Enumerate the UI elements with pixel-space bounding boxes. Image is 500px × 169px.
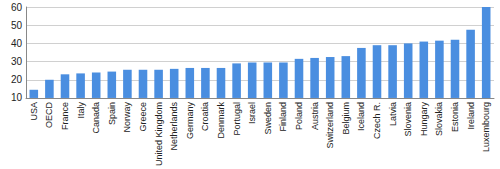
svg-text:Croatia: Croatia bbox=[200, 102, 210, 131]
svg-text:Sweden: Sweden bbox=[263, 102, 273, 135]
svg-text:Austria: Austria bbox=[310, 102, 320, 130]
svg-text:Italy: Italy bbox=[76, 101, 86, 118]
svg-text:Hungary: Hungary bbox=[419, 101, 429, 136]
svg-text:Israel: Israel bbox=[247, 102, 257, 124]
svg-text:Slovenia: Slovenia bbox=[403, 102, 413, 137]
svg-text:Latvia: Latvia bbox=[388, 102, 398, 126]
svg-text:30: 30 bbox=[11, 56, 23, 67]
svg-text:60: 60 bbox=[11, 2, 23, 13]
svg-text:Czech R.: Czech R. bbox=[372, 102, 382, 139]
svg-text:USA: USA bbox=[29, 102, 39, 121]
svg-text:Slovakia: Slovakia bbox=[434, 102, 444, 136]
svg-text:Ireland: Ireland bbox=[466, 102, 476, 130]
svg-text:Belgium: Belgium bbox=[341, 102, 351, 135]
svg-text:20: 20 bbox=[11, 74, 23, 85]
svg-text:Canada: Canada bbox=[91, 102, 101, 134]
svg-text:50: 50 bbox=[11, 20, 23, 31]
svg-text:France: France bbox=[60, 102, 70, 130]
svg-text:Switzerland: Switzerland bbox=[325, 102, 335, 149]
svg-text:Norway: Norway bbox=[122, 101, 132, 132]
svg-text:Greece: Greece bbox=[138, 102, 148, 132]
svg-text:Estonia: Estonia bbox=[450, 102, 460, 132]
svg-text:Finland: Finland bbox=[278, 102, 288, 132]
svg-text:40: 40 bbox=[11, 38, 23, 49]
svg-text:OECD: OECD bbox=[44, 101, 54, 128]
svg-text:Netherlands: Netherlands bbox=[169, 101, 179, 150]
svg-text:10: 10 bbox=[11, 92, 23, 103]
svg-text:Denmark: Denmark bbox=[216, 101, 226, 138]
svg-text:Germany: Germany bbox=[185, 101, 195, 139]
svg-text:Portugal: Portugal bbox=[232, 102, 242, 136]
svg-text:Poland: Poland bbox=[294, 102, 304, 130]
svg-text:Spain: Spain bbox=[107, 102, 117, 125]
svg-text:Iceland: Iceland bbox=[356, 102, 366, 131]
svg-text:Luxembourg: Luxembourg bbox=[481, 102, 491, 152]
svg-text:United Kingdom: United Kingdom bbox=[154, 102, 164, 166]
